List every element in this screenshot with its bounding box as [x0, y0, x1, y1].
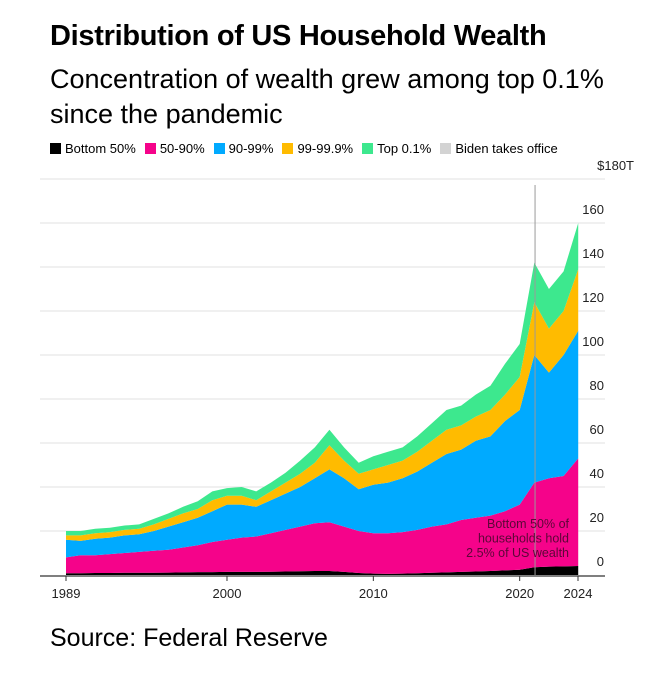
- legend-item: 90-99%: [213, 141, 274, 156]
- legend-swatch: [50, 143, 61, 154]
- y-tick-label: 120: [582, 290, 604, 305]
- x-tick-label: 2024: [564, 586, 593, 601]
- y-tick-label: 20: [590, 510, 604, 525]
- y-tick-label: 100: [582, 334, 604, 349]
- legend-label: 50-90%: [159, 141, 205, 156]
- legend-swatch: [144, 143, 156, 154]
- legend-item: Bottom 50%: [50, 141, 136, 156]
- y-tick-label: 160: [582, 202, 604, 217]
- legend-label: 90-99%: [228, 141, 274, 156]
- y-tick-label: 0: [597, 554, 604, 569]
- annotation-text: households hold: [478, 532, 569, 546]
- area-bottom-50-: [66, 565, 579, 575]
- source-note: Source: Federal Reserve: [50, 624, 328, 652]
- x-tick-label: 2010: [359, 586, 388, 601]
- area-50-90-: [66, 458, 579, 574]
- legend-swatch: [213, 143, 225, 154]
- chart-title: Distribution of US Household Wealth: [50, 20, 547, 52]
- x-tick-label: 1989: [52, 586, 81, 601]
- legend-item: 50-90%: [144, 141, 205, 156]
- legend-item: Biden takes office: [440, 141, 558, 156]
- annotation-text: 2.5% of US wealth: [466, 546, 569, 560]
- legend: Bottom 50% 50-90% 90-99% 99-99.9% Top 0.1% Bi…: [50, 141, 558, 156]
- legend-swatch: [440, 143, 452, 154]
- y-tick-label: $180T: [597, 158, 634, 173]
- y-tick-label: 80: [590, 378, 604, 393]
- legend-label: Biden takes office: [455, 141, 558, 156]
- y-tick-label: 40: [590, 466, 604, 481]
- legend-item: 99-99.9%: [282, 141, 353, 156]
- y-tick-label: 140: [582, 246, 604, 261]
- y-tick-label: 60: [590, 422, 604, 437]
- x-tick-label: 2000: [213, 586, 242, 601]
- legend-label: Bottom 50%: [65, 141, 136, 156]
- area-90-99-: [66, 330, 579, 558]
- legend-label: Top 0.1%: [377, 141, 432, 156]
- legend-item: Top 0.1%: [362, 141, 431, 156]
- legend-swatch: [282, 143, 294, 154]
- legend-swatch: [362, 143, 374, 154]
- legend-label: 99-99.9%: [297, 141, 354, 156]
- annotation-text: Bottom 50% of: [487, 517, 570, 531]
- stacked-area-chart: 0 20 40 60 80 100 120 140 160 $180T 1989 2000 2010 20…: [40, 158, 634, 601]
- x-tick-label: 2020: [505, 586, 534, 601]
- chart-subtitle: Concentration of wealth grew among top 0…: [50, 64, 604, 129]
